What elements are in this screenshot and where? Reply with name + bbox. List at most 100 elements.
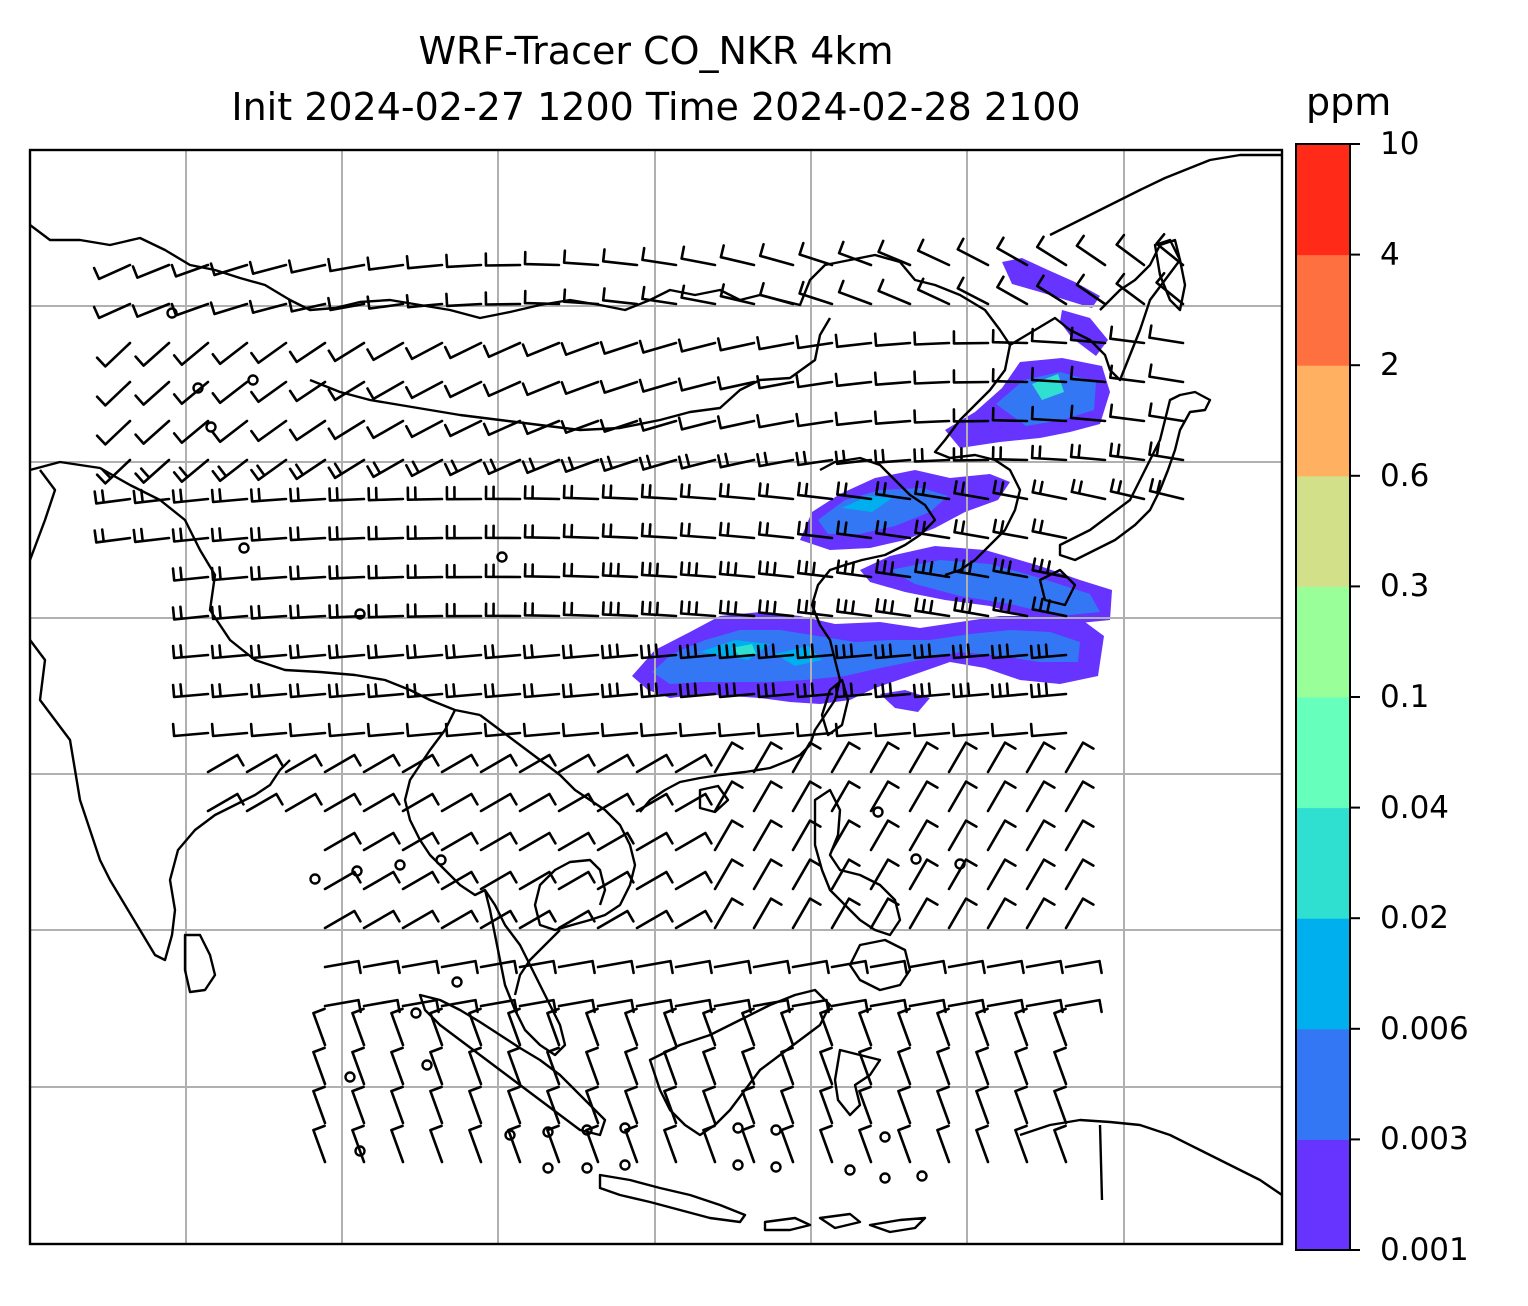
wind-barb: [1075, 273, 1107, 306]
wind-barb: [289, 565, 327, 581]
wind-barb: [557, 753, 596, 774]
calm-wind-marker: [619, 1122, 631, 1134]
wind-barb: [249, 722, 288, 738]
wind-barb: [518, 792, 557, 813]
wind-barb: [991, 367, 1029, 384]
wind-barb: [92, 263, 132, 281]
wind-barb: [585, 1085, 600, 1125]
wind-barb: [991, 406, 1029, 423]
wind-barb: [131, 263, 171, 279]
wind-barb: [819, 1085, 834, 1125]
wind-barb: [1029, 722, 1068, 738]
wind-barb: [468, 1124, 483, 1164]
wind-barb: [986, 741, 1017, 774]
wind-barb: [444, 644, 483, 660]
wind-barb: [674, 909, 713, 930]
wind-barb: [560, 456, 600, 473]
wind-barb: [288, 380, 327, 403]
wind-barb: [366, 256, 405, 271]
wind-barb: [405, 419, 444, 439]
colorbar-segment: [1296, 918, 1350, 1030]
wind-barb: [479, 753, 518, 774]
wind-barb: [429, 1046, 444, 1086]
wind-barb: [916, 277, 951, 306]
wind-barb: [479, 792, 518, 813]
wind-barb: [171, 605, 210, 621]
wind-barb: [245, 753, 284, 774]
wind-barb: [206, 792, 245, 813]
wind-barb: [873, 371, 912, 386]
coastline-india: [30, 469, 291, 962]
colorbar-segment: [1296, 1028, 1350, 1140]
wind-barb: [429, 1124, 444, 1164]
wind-barb: [405, 341, 444, 361]
wind-barb: [756, 682, 795, 699]
wind-barb: [401, 959, 440, 975]
wind-barb: [718, 599, 756, 618]
coastline-manchuria: [1009, 238, 1182, 382]
wind-barb: [585, 1007, 600, 1047]
wind-barb: [367, 564, 405, 580]
wind-barb: [210, 605, 249, 621]
wind-barb: [830, 741, 861, 774]
wind-barb: [836, 481, 873, 501]
wind-barb: [798, 241, 834, 267]
wind-barb: [171, 566, 210, 582]
wind-barb: [482, 419, 522, 437]
wind-barb: [795, 450, 834, 467]
colorbar: [1295, 143, 1360, 1251]
wind-barb: [875, 598, 912, 618]
wind-barb: [796, 598, 834, 618]
calm-wind-marker: [354, 608, 366, 620]
wind-barb: [328, 604, 366, 619]
wind-barb: [250, 458, 288, 482]
wind-barb: [913, 331, 951, 346]
wind-barb: [483, 683, 522, 699]
wind-barb: [327, 380, 366, 402]
wind-barb: [1030, 366, 1068, 384]
wind-barb: [1030, 444, 1068, 462]
wind-barb: [858, 1046, 873, 1086]
colorbar-tick-label: 0.1: [1380, 679, 1430, 715]
wind-barb: [401, 753, 440, 774]
wind-barb: [445, 292, 483, 308]
wind-barb: [366, 458, 405, 479]
wind-barb: [327, 257, 366, 273]
wind-barb: [1109, 442, 1146, 462]
colorbar-segment: [1296, 144, 1350, 256]
wind-barb: [211, 341, 249, 366]
wind-barb: [713, 897, 744, 930]
wind-barb: [134, 419, 171, 445]
wind-barb: [677, 377, 717, 392]
wind-barb: [756, 375, 795, 390]
wind-barb: [288, 458, 327, 481]
wind-barb: [713, 959, 752, 975]
wind-barb: [405, 458, 444, 478]
calm-wind-marker: [192, 382, 204, 394]
wind-barb: [351, 1085, 366, 1125]
wind-barb: [440, 753, 479, 774]
wind-barb: [641, 285, 678, 306]
calm-wind-marker: [770, 1124, 782, 1136]
coastline-japan-honshu: [1058, 390, 1212, 562]
wind-barb: [362, 753, 401, 774]
calm-wind-marker: [581, 1162, 593, 1174]
wind-barb: [250, 341, 288, 365]
wind-barb: [312, 1046, 327, 1086]
wind-barb: [1069, 326, 1107, 345]
wind-barb: [716, 452, 756, 469]
colorbar-segment: [1296, 586, 1350, 698]
wind-barb: [367, 603, 405, 619]
wind-barb: [1064, 780, 1095, 813]
wind-barb: [952, 330, 990, 345]
wind-barb: [327, 644, 366, 660]
wind-barb: [351, 1007, 366, 1047]
wind-barb: [440, 870, 479, 891]
wind-barb: [757, 521, 795, 540]
wind-barb: [210, 566, 249, 582]
wind-barb: [171, 683, 210, 699]
plume-east-china-center: [842, 496, 892, 512]
wind-barb: [679, 522, 717, 540]
wind-barb: [600, 643, 639, 660]
wind-barb: [713, 741, 744, 774]
